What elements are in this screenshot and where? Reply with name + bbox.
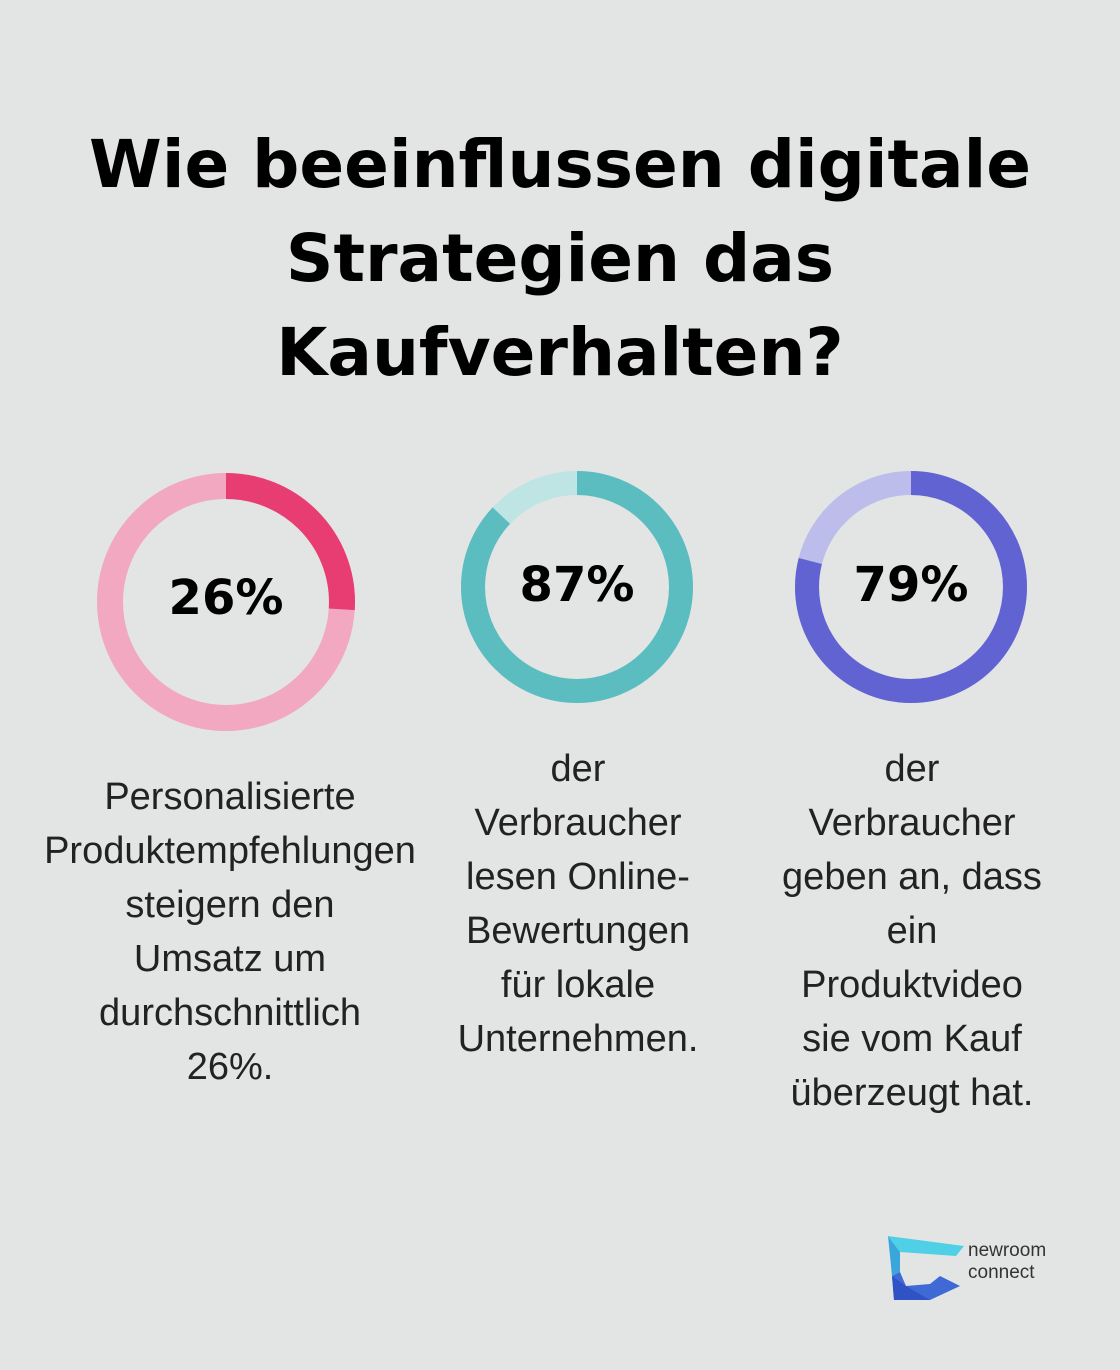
page-title: Wie beeinflussen digitale Strategien das…	[89, 126, 1031, 391]
logo-text-line1: newroom	[968, 1240, 1047, 1261]
donut-description-1: Personalisierte Produktempfehlungen stei…	[44, 776, 416, 1088]
donut-description-2: der Verbraucher lesen Online- Bewertunge…	[457, 748, 699, 1060]
donut-chart-2: 87%	[461, 471, 693, 703]
donut-svg-2	[461, 471, 693, 703]
donut-svg-1	[97, 473, 355, 731]
logo-mark-icon	[888, 1236, 964, 1300]
donut-percent-label: 87%	[519, 557, 635, 613]
donut-value-arc	[795, 471, 1027, 703]
donut-percent-label: 79%	[853, 557, 969, 613]
donut-description-3: der Verbraucher geben an, dass ein Produ…	[782, 748, 1042, 1114]
donut-percent-label: 26%	[168, 570, 284, 626]
newroom-connect-logo: newroom connect	[886, 1232, 1066, 1304]
donut-value-arc	[461, 471, 693, 703]
donut-chart-1: 26%	[97, 473, 355, 731]
donut-chart-3: 79%	[795, 471, 1027, 703]
donut-svg-3	[795, 471, 1027, 703]
donut-value-arc	[97, 473, 355, 731]
logo-text-line2: connect	[968, 1262, 1035, 1283]
